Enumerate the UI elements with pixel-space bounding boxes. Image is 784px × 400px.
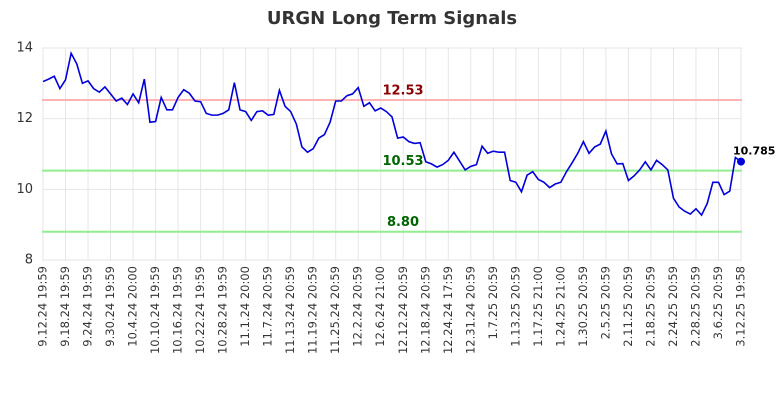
x-tick-label: 3.12.25 19:58	[734, 266, 748, 347]
x-tick-label: 11.13.24 20:59	[283, 266, 297, 354]
y-tick-label: 10	[16, 182, 33, 197]
x-tick-label: 2.18.25 20:59	[643, 266, 657, 347]
x-tick-label: 10.10.24 19:59	[148, 266, 162, 354]
x-tick-label: 12.12.24 20:59	[396, 266, 410, 354]
x-tick-label: 11.1.24 20:00	[238, 266, 252, 347]
y-tick-label: 14	[16, 41, 33, 56]
signal-label: 12.53	[382, 83, 423, 98]
x-tick-label: 12.2.24 20:59	[351, 266, 365, 347]
x-tick-label: 1.7.25 20:59	[486, 266, 500, 339]
x-tick-label: 11.25.24 20:59	[328, 266, 342, 354]
x-tick-label: 1.24.25 21:00	[553, 266, 567, 347]
x-tick-label: 1.17.25 21:00	[531, 266, 545, 347]
x-tick-label: 11.19.24 20:59	[306, 266, 320, 354]
x-tick-label: 1.30.25 20:59	[576, 266, 590, 347]
x-tick-label: 2.28.25 20:59	[688, 266, 702, 347]
x-tick-label: 9.18.24 19:59	[58, 266, 72, 347]
y-tick-label: 8	[25, 253, 33, 268]
x-tick-label: 10.16.24 19:59	[171, 266, 185, 354]
x-tick-label: 10.28.24 19:59	[216, 266, 230, 354]
x-tick-label: 12.18.24 20:59	[418, 266, 432, 354]
x-tick-label: 2.11.25 20:59	[621, 266, 635, 347]
price-line	[42, 50, 742, 217]
x-tick-label: 3.6.25 20:59	[711, 266, 725, 339]
x-tick-label: 10.4.24 20:00	[126, 266, 140, 347]
last-point	[737, 157, 745, 166]
x-tick-label: 9.30.24 19:59	[103, 266, 117, 347]
x-tick-label: 10.22.24 19:59	[193, 266, 207, 354]
x-tick-label: 1.13.25 20:59	[508, 266, 522, 347]
x-tick-label: 2.24.25 20:59	[666, 266, 680, 347]
x-tick-label: 9.12.24 19:59	[36, 266, 50, 347]
x-tick-label: 12.31.24 20:59	[463, 266, 477, 354]
x-tick-label: 12.24.24 17:59	[441, 266, 455, 354]
signal-label: 8.80	[387, 215, 419, 230]
x-tick-label: 2.5.25 20:59	[598, 266, 612, 339]
y-tick-label: 12	[16, 111, 33, 126]
chart-title: URGN Long Term Signals	[267, 8, 517, 29]
signal-label: 10.53	[382, 154, 423, 169]
x-tick-label: 12.6.24 21:00	[373, 266, 387, 347]
x-tick-label: 9.24.24 19:59	[81, 266, 95, 347]
last-value-label: 10.785	[733, 145, 775, 158]
x-tick-label: 11.7.24 20:59	[261, 266, 275, 347]
